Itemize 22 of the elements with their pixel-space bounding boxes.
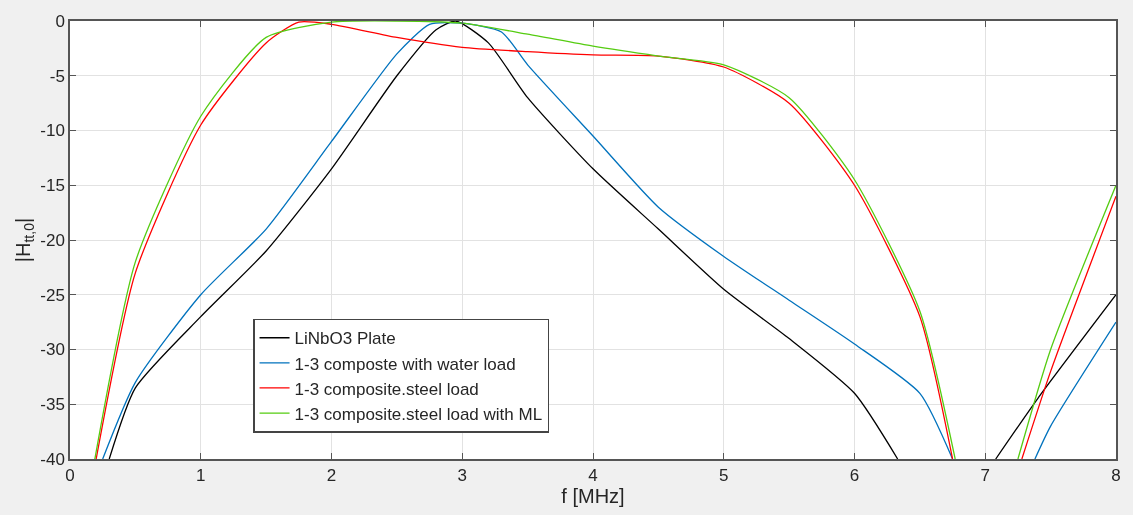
- x-tick-label: 5: [719, 466, 729, 486]
- x-tick-label: 4: [588, 466, 598, 486]
- x-tick-label: 3: [457, 466, 467, 486]
- x-tick-label: 6: [849, 466, 860, 486]
- x-tick-label: 7: [980, 466, 990, 486]
- x-tick-label: 2: [326, 466, 337, 486]
- y-tick-label: -30: [40, 340, 65, 360]
- x-axis-title: f [MHz]: [561, 485, 625, 508]
- y-tick-label: -25: [40, 285, 65, 305]
- y-tick-label: -5: [49, 66, 65, 86]
- legend-label: 1-3 composite.steel load with ML: [294, 404, 543, 424]
- legend-label: 1-3 composte with water load: [294, 354, 516, 374]
- y-tick-label: -20: [40, 230, 65, 250]
- y-tick-label: -35: [40, 395, 65, 415]
- legend-label: 1-3 composite.steel load: [294, 379, 479, 399]
- legend-label: LiNbO3 Plate: [294, 329, 396, 349]
- y-tick-label: -40: [40, 449, 65, 469]
- x-tick-label: 1: [196, 466, 206, 486]
- x-tick-label: 8: [1111, 466, 1121, 486]
- y-tick-label: -10: [40, 121, 65, 141]
- y-tick-label: -15: [40, 176, 65, 196]
- y-tick-label: 0: [55, 11, 65, 31]
